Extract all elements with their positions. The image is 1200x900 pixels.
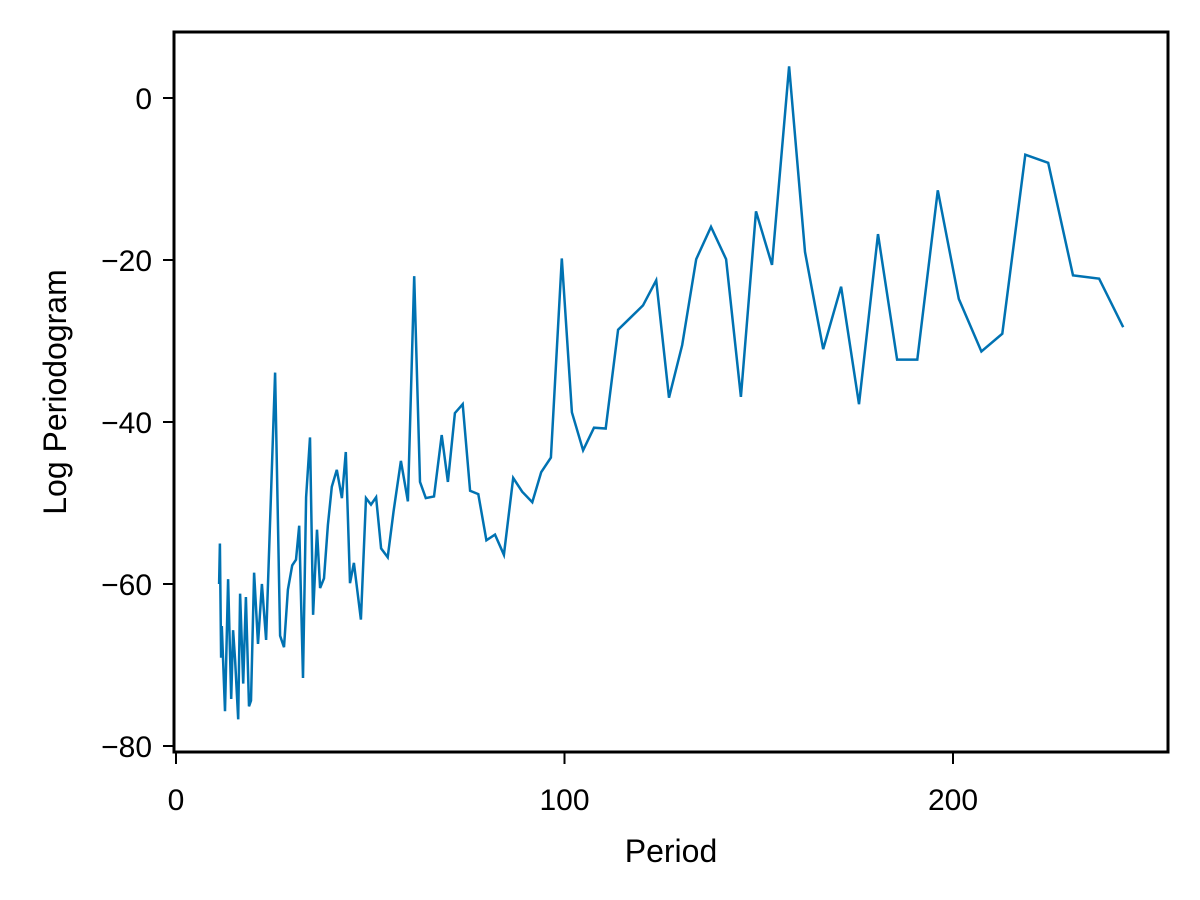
y-tick-label: −60	[101, 569, 152, 602]
data-series-line	[217, 66, 1125, 720]
x-axis-label: Period	[625, 833, 718, 869]
y-tick-label: 0	[135, 83, 152, 116]
y-axis-label: Log Periodogram	[37, 269, 73, 514]
y-tick-label: −40	[101, 407, 152, 440]
axes-frame	[172, 30, 1170, 754]
y-tick-label: −80	[101, 731, 152, 764]
x-axis: 0 100 200	[168, 753, 978, 817]
x-tick-label: 100	[539, 784, 589, 817]
x-tick-label: 0	[168, 784, 185, 817]
y-tick-label: −20	[101, 245, 152, 278]
x-tick-label: 200	[928, 784, 978, 817]
y-axis: 0 −20 −40 −60 −80	[101, 83, 174, 764]
plot-area	[172, 30, 1170, 754]
